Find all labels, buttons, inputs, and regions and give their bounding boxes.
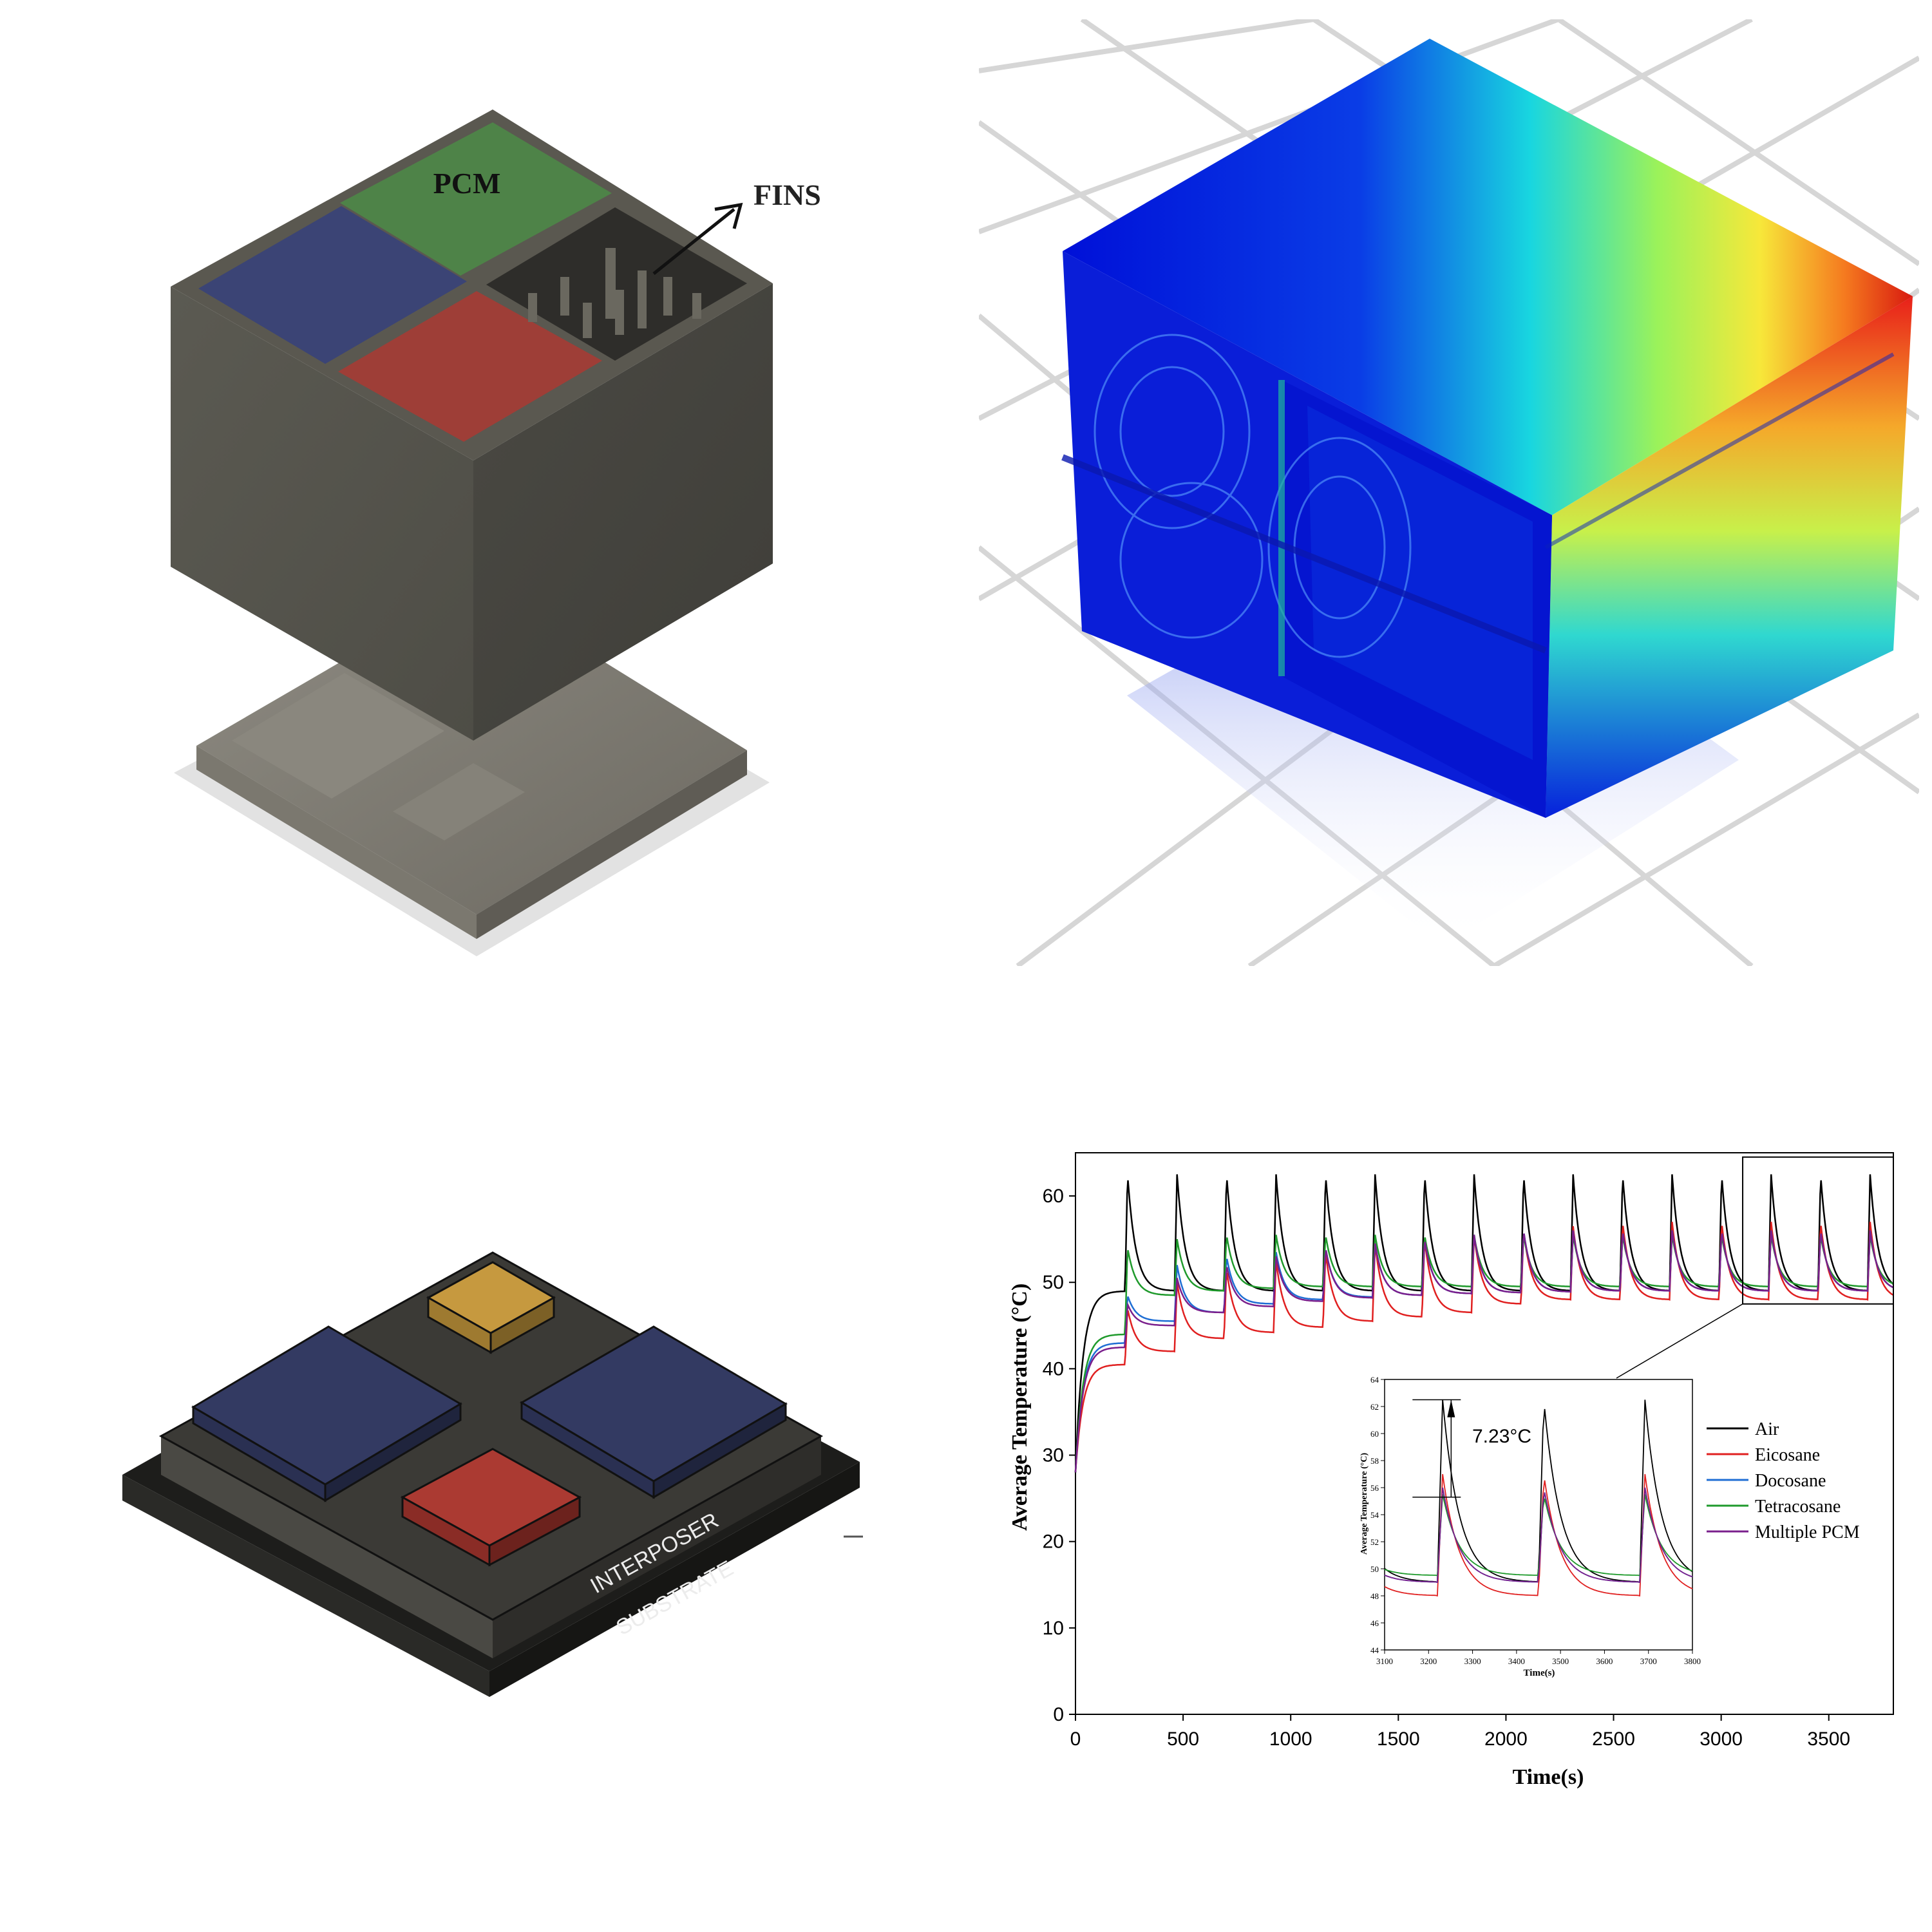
legend-label: Multiple PCM <box>1755 1522 1860 1542</box>
chip-package-panel: INTERPOSER SUBSTRATE <box>0 992 966 1932</box>
y-tick-label: 40 <box>1043 1358 1064 1379</box>
x-tick-label: 1500 <box>1377 1728 1420 1750</box>
inset-x-tick-label: 3600 <box>1596 1656 1613 1666</box>
x-tick-label: 2500 <box>1592 1728 1635 1750</box>
inset-x-tick-label: 3300 <box>1464 1656 1481 1666</box>
legend-label: Air <box>1755 1419 1779 1439</box>
chip-blue-left <box>191 1325 462 1502</box>
base-plate <box>196 583 747 939</box>
inset-x-tick-label: 3400 <box>1508 1656 1525 1666</box>
annotation-arrow-head <box>1447 1399 1455 1417</box>
x-tick-label: 3500 <box>1807 1728 1850 1750</box>
inset-annotation: 7.23°C <box>1472 1426 1531 1447</box>
chip-blue-right <box>520 1325 788 1499</box>
inset-series-line <box>1384 1487 1693 1584</box>
chip-red <box>400 1448 582 1567</box>
inset-y-tick-label: 44 <box>1370 1645 1379 1655</box>
inset-plot: 3100 3200 3300 3400 3500 3600 3700 3800 44 46 48 50… <box>1370 1375 1701 1666</box>
temperature-chart-panel: 0 500 1000 1500 2000 2500 3000 3500 0 10 20 30 40 50 6… <box>966 1121 1932 1868</box>
inset-y-tick-label: 64 <box>1370 1375 1379 1385</box>
y-axis-label: Average Temperature (°C) <box>1008 1283 1032 1531</box>
chip-gold <box>426 1261 556 1354</box>
finned-compartment <box>486 207 747 361</box>
heat-cube <box>1061 39 1913 818</box>
series-line <box>1074 1235 1894 1473</box>
pcm-red-compartment <box>338 291 602 442</box>
cad-pcm-housing-panel: PCM FINS <box>0 0 966 992</box>
chart-legend: Air Eicosane Docosane Tetracosane Multiple P… <box>1707 1419 1860 1542</box>
inset-x-tick-label: 3500 <box>1552 1656 1569 1666</box>
thermal-contour-panel <box>979 19 1919 966</box>
inset-x-tick-label: 3800 <box>1684 1656 1701 1666</box>
y-tick-label: 50 <box>1043 1272 1064 1293</box>
y-tick-label: 0 <box>1053 1704 1064 1725</box>
cad-housing-drawing: PCM FINS <box>171 109 821 956</box>
main-plot: 0 500 1000 1500 2000 2500 3000 3500 0 10 20 30 40 50 6… <box>1043 1152 1894 1750</box>
inset-y-tick-label: 60 <box>1370 1429 1379 1439</box>
legend-label: Eicosane <box>1755 1445 1820 1465</box>
inset-y-tick-label: 58 <box>1370 1456 1379 1466</box>
inset-x-axis-label: Time(s) <box>1524 1668 1555 1678</box>
housing-body <box>171 109 773 741</box>
inset-y-tick-label: 62 <box>1370 1402 1379 1412</box>
inset-x-tick-label: 3100 <box>1376 1656 1393 1666</box>
fins-arrow <box>652 208 735 275</box>
chip-package-drawing: INTERPOSER SUBSTRATE <box>122 1251 863 1697</box>
thermal-contour-render <box>979 19 1919 966</box>
x-tick-label: 500 <box>1167 1728 1199 1750</box>
pcm-blue-compartment <box>198 206 467 364</box>
x-tick-label: 2000 <box>1484 1728 1528 1750</box>
inset-x-tick-label: 3200 <box>1420 1656 1437 1666</box>
inset-y-tick-label: 52 <box>1370 1537 1379 1547</box>
fins-label: FINS <box>753 178 821 211</box>
inset-y-tick-label: 46 <box>1370 1618 1379 1628</box>
x-tick-label: 3000 <box>1700 1728 1743 1750</box>
y-tick-label: 30 <box>1043 1445 1064 1466</box>
temperature-line-chart: 0 500 1000 1500 2000 2500 3000 3500 0 10 20 30 40 50 6… <box>1008 1152 1894 1789</box>
fins-arrow-head <box>714 202 743 229</box>
inset-frame <box>1384 1379 1693 1651</box>
inset-y-tick-label: 50 <box>1370 1564 1379 1574</box>
series-line <box>1074 1222 1894 1473</box>
legend-label: Docosane <box>1755 1471 1826 1491</box>
inset-x-tick-label: 3700 <box>1640 1656 1657 1666</box>
y-tick-label: 10 <box>1043 1618 1064 1639</box>
plot-frame <box>1075 1152 1894 1715</box>
pcm-label: PCM <box>433 167 501 200</box>
zoom-box <box>1742 1156 1894 1305</box>
y-tick-label: 20 <box>1043 1531 1064 1553</box>
inset-y-tick-label: 48 <box>1370 1591 1379 1601</box>
inset-y-axis-label: Average Temperature (°C) <box>1359 1453 1369 1555</box>
x-tick-label: 1000 <box>1269 1728 1312 1750</box>
inset-y-tick-label: 54 <box>1370 1510 1379 1520</box>
inset-y-tick-label: 56 <box>1370 1483 1379 1493</box>
pcm-green-compartment <box>340 122 612 276</box>
series-line <box>1074 1230 1894 1473</box>
zoom-connector <box>1616 1303 1743 1379</box>
x-axis-label: Time(s) <box>1513 1765 1584 1789</box>
legend-label: Tetracosane <box>1755 1497 1841 1517</box>
y-tick-label: 60 <box>1043 1186 1064 1207</box>
x-tick-label: 0 <box>1070 1728 1081 1750</box>
